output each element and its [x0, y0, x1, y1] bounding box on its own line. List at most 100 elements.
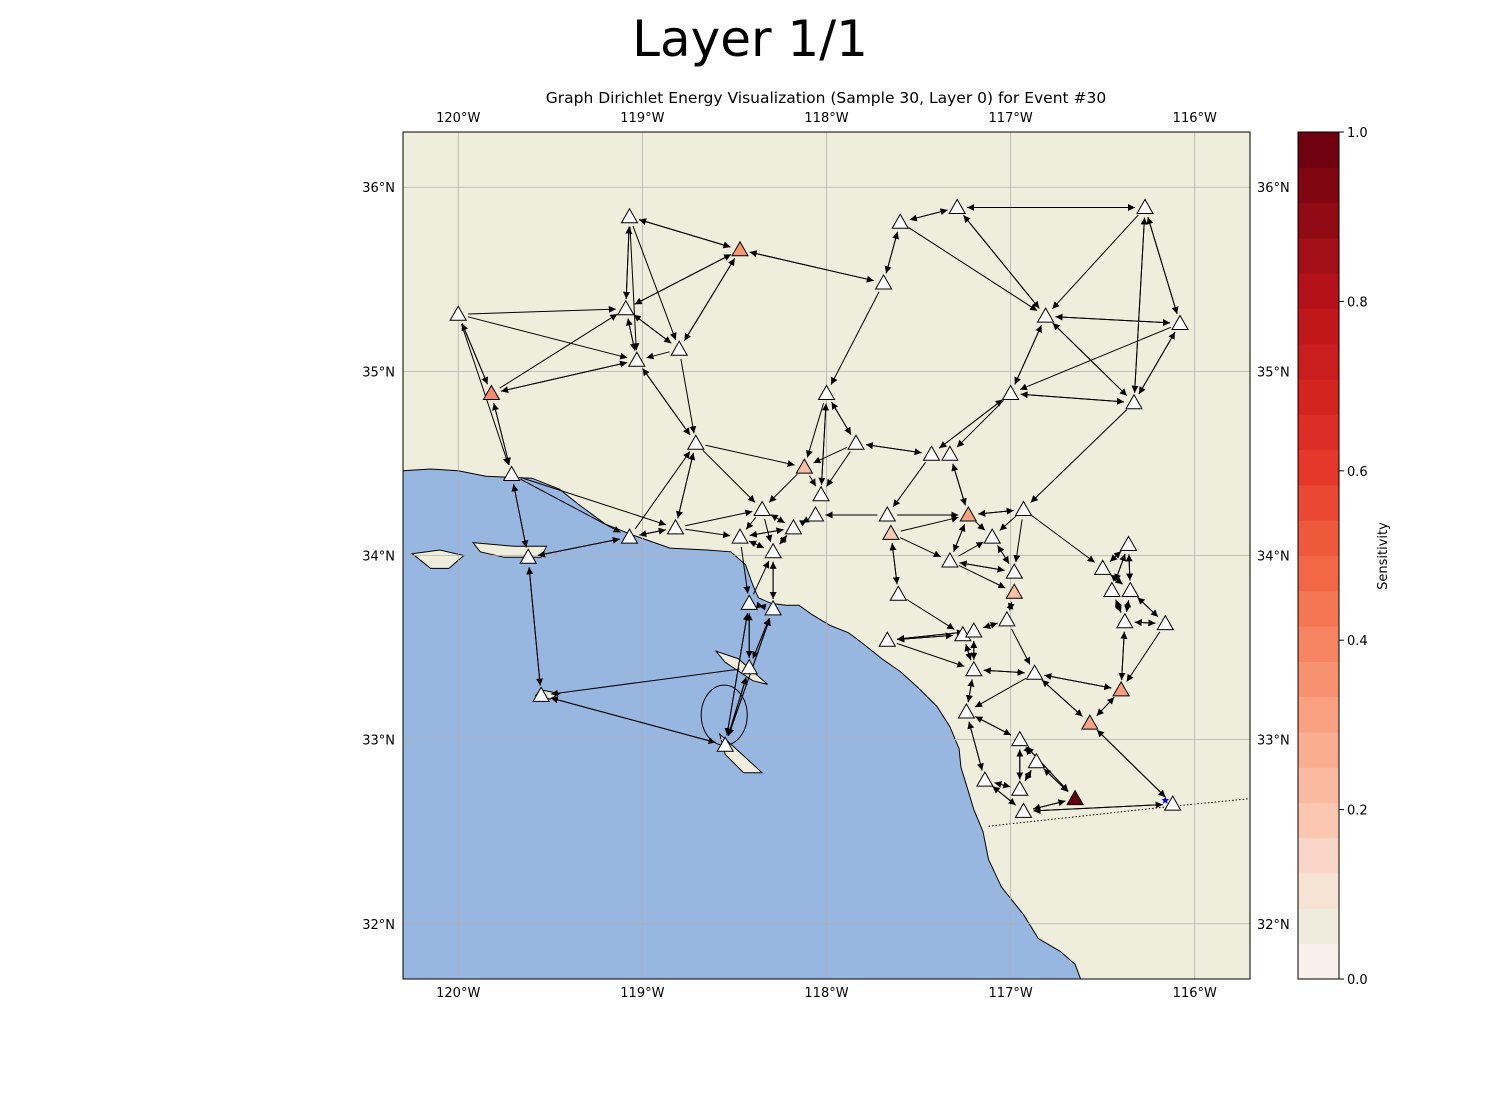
lat-tick-label: 35°N: [1257, 365, 1290, 380]
graph-edge: [702, 449, 756, 503]
colorbar-band: [1298, 767, 1339, 804]
graph-edge: [1013, 519, 1023, 563]
station-marker: [532, 686, 550, 702]
graph-edge: [1031, 514, 1095, 563]
coastline: [403, 468, 1082, 979]
graph-edge: [633, 314, 672, 344]
station-marker: [627, 351, 646, 367]
graph-edges: [460, 204, 1179, 815]
ocean-area: [403, 469, 1081, 979]
graph-edge: [638, 218, 731, 248]
colorbar-band: [1298, 908, 1339, 945]
graph-edge: [956, 400, 1004, 448]
station-marker: [666, 518, 685, 535]
station-marker: [1010, 730, 1029, 747]
station-marker: [753, 500, 771, 516]
graph-edge: [1125, 554, 1133, 581]
colorbar-frame: [1297, 131, 1340, 980]
graph-edge: [1134, 217, 1148, 393]
colorbar-tick-label: 0.0: [1347, 973, 1368, 988]
axis-ticks: 120°W 120°W 119°W 119°W 118°W 118°W 117°W 117°W…: [362, 111, 1290, 1001]
colorbar-band: [1298, 308, 1339, 345]
lon-tick-label: 118°W: [804, 111, 848, 126]
graph-edge: [809, 475, 817, 487]
island: [714, 650, 768, 685]
colorbar-band: [1298, 520, 1339, 556]
colorbar-band: [1298, 132, 1339, 168]
graph-edge: [889, 543, 898, 585]
colorbar-tick-label: 0.8: [1347, 295, 1368, 310]
station-marker: [891, 213, 910, 229]
graph-edge: [896, 642, 965, 668]
station-marker: [764, 542, 782, 559]
colorbar-band: [1298, 484, 1339, 521]
graph-edge: [646, 351, 670, 360]
colorbar-tick-label: 1.0: [1347, 126, 1368, 141]
station-marker: [616, 299, 635, 316]
station-marker: [941, 445, 959, 461]
station-marker: [740, 658, 759, 675]
graph-edge: [1110, 574, 1123, 585]
graph-edge: [899, 537, 942, 558]
station-marker: [964, 621, 983, 638]
graph-edge: [1146, 216, 1178, 315]
station-marker: [812, 485, 830, 502]
colorbar-band: [1298, 379, 1339, 415]
station-marker: [1036, 307, 1055, 323]
graph-edge: [779, 535, 788, 545]
graph-edge: [1137, 597, 1159, 618]
graph-edge: [983, 667, 1025, 675]
colorbar-band: [1298, 626, 1339, 662]
colorbar-band: [1298, 414, 1339, 451]
colorbar-tick-label: 0.6: [1347, 465, 1368, 480]
graph-edge: [748, 540, 765, 549]
colorbar: 0.0 0.2 0.4 0.6 0.8 1.0 Sensitivity: [1297, 126, 1391, 988]
graph-edge: [634, 253, 732, 305]
graph-edge: [1026, 746, 1069, 792]
graph-edge: [897, 632, 953, 640]
graph-edge: [892, 462, 927, 508]
graph-edge: [978, 509, 1014, 517]
lon-tick-label: 120°W: [436, 986, 480, 1001]
station-marker: [957, 702, 976, 719]
lon-tick-label: 119°W: [620, 986, 664, 1001]
colorbar-band: [1298, 696, 1339, 733]
station-marker: [731, 528, 749, 544]
lat-tick-label: 34°N: [1257, 550, 1290, 565]
map-plot-area: [403, 132, 1250, 979]
colorbar-band: [1298, 555, 1339, 592]
lat-tick-label: 33°N: [1257, 734, 1290, 749]
graph-edge: [959, 560, 1005, 571]
graph-edge: [900, 515, 959, 532]
station-marker: [1103, 581, 1121, 597]
colorbar-band: [1298, 732, 1339, 768]
graph-edge: [826, 451, 851, 487]
graph-edge: [1096, 729, 1166, 798]
graph-edge: [939, 399, 1004, 449]
colorbar-band: [1298, 237, 1339, 274]
lat-tick-label: 35°N: [362, 365, 395, 380]
graph-edge: [831, 401, 852, 435]
colorbar-band: [1298, 943, 1339, 980]
graph-edge: [629, 226, 640, 351]
graph-edge: [1109, 550, 1122, 562]
station-marker: [740, 594, 759, 610]
graph-edge: [1096, 696, 1115, 717]
graph-edge: [705, 444, 795, 467]
graph-edge: [758, 603, 767, 611]
graph-edge: [1006, 601, 1014, 611]
colorbar-tick-label: 0.4: [1347, 634, 1368, 649]
graph-edge: [683, 258, 736, 341]
graph-edge: [639, 529, 666, 538]
graph-edge: [467, 316, 628, 360]
lon-tick-label: 119°W: [620, 111, 664, 126]
graph-edge: [460, 323, 510, 466]
station-marker: [670, 340, 689, 356]
station-marker: [519, 548, 538, 564]
station-marker: [731, 240, 749, 257]
station-marker: [686, 434, 705, 450]
graph-edge: [726, 613, 750, 736]
colorbar-band: [1298, 802, 1339, 839]
station-marker: [964, 660, 983, 677]
graph-edge: [677, 452, 696, 519]
